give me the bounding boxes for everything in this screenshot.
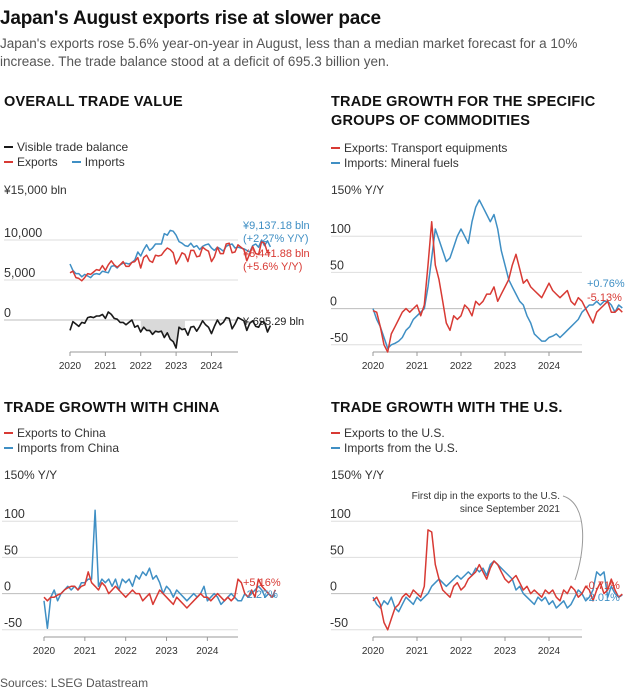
series-line-exports-transport-equipments	[372, 220, 623, 353]
legend-swatch-exports	[4, 160, 13, 163]
end-value-label: +0.76%	[587, 278, 625, 290]
y-tick-label: -50	[330, 331, 348, 345]
series-line-exports-to-the-u-s-	[372, 529, 623, 631]
series-line-exports-to-china	[43, 571, 277, 609]
y-tick-label: 0	[4, 306, 11, 320]
series-line-imports-from-china	[43, 509, 276, 630]
y-tick-label: 100	[330, 507, 351, 521]
x-tick-label: 2022	[115, 646, 138, 657]
legend-item-imports: Imports	[71, 155, 125, 170]
source-note: Sources: LSEG Datastream	[0, 676, 149, 690]
legend-swatch-imports	[71, 160, 81, 163]
overall-unit-label: ¥15,000 bln	[4, 183, 67, 197]
legend-swatch-balance	[4, 145, 13, 148]
y-tick-label: 0	[330, 295, 337, 309]
overall-legend: Visible trade balance Exports Imports	[4, 140, 142, 170]
end-value-label: -5.13%	[587, 292, 622, 304]
series-line-visible-trade-balance	[69, 311, 272, 349]
legend-swatch-imports-us	[331, 446, 340, 449]
end-value-label: -2.27%	[243, 589, 278, 601]
y-tick-label: 0	[4, 580, 11, 594]
end-value-label: ¥9,137.18 bln	[242, 220, 310, 232]
legend-item-transport: Exports: Transport equipments	[331, 141, 507, 156]
y-tick-label: 50	[4, 543, 18, 557]
y-tick-label: 0	[330, 580, 337, 594]
overall-trade-chart: 10,000 5,000 0 2020 2021 2022 2023 2024 ¥9,137.1…	[4, 220, 310, 372]
y-tick-label: -50	[330, 616, 348, 630]
x-tick-label: 2022	[450, 361, 473, 372]
x-tick-label: 2021	[94, 361, 117, 372]
commodities-panel-title: TRADE GROWTH FOR THE SPECIFIC GROUPS OF …	[331, 93, 595, 131]
china-growth-chart: 100 50 0 -50 2020 2021 2022 2023 2024 +5.16%-2.27…	[2, 507, 281, 657]
x-tick-label: 2024	[200, 361, 223, 372]
x-tick-label: 2021	[74, 646, 97, 657]
x-tick-label: 2020	[59, 361, 82, 372]
legend-swatch-exports-china	[4, 431, 13, 434]
x-tick-label: 2021	[406, 361, 429, 372]
x-tick-label: 2024	[196, 646, 219, 657]
x-tick-label: 2023	[155, 646, 178, 657]
legend-item-balance: Visible trade balance	[4, 140, 128, 155]
legend-swatch-transport	[331, 146, 340, 149]
annotation-text: First dip in the exports to the U.S.	[412, 491, 560, 502]
commodities-legend: Exports: Transport equipments Imports: M…	[331, 141, 521, 171]
y-tick-label: 5,000	[4, 266, 35, 280]
x-tick-label: 2022	[450, 646, 473, 657]
annotation-text: since September 2021	[460, 504, 561, 515]
legend-item-exports-china: Exports to China	[4, 426, 106, 441]
x-tick-label: 2020	[362, 646, 385, 657]
end-value-label: +5.16%	[243, 577, 281, 589]
x-tick-label: 2023	[494, 646, 517, 657]
us-unit-label: 150% Y/Y	[331, 468, 385, 482]
y-tick-label: 100	[4, 507, 25, 521]
y-tick-label: 50	[330, 543, 344, 557]
us-legend: Exports to the U.S. Imports from the U.S…	[331, 426, 472, 456]
page-title: Japan's August exports rise at slower pa…	[0, 8, 381, 29]
end-value-label: ¥8,441.88 bln	[242, 248, 310, 260]
page-subtitle: Japan's exports rose 5.6% year-on-year i…	[0, 36, 578, 69]
end-value-label: -2.01%	[585, 592, 620, 604]
y-tick-label: 10,000	[4, 226, 42, 240]
legend-item-fuels: Imports: Mineral fuels	[331, 156, 459, 171]
end-value-label: -0.71%	[585, 580, 620, 592]
x-tick-label: 2020	[33, 646, 56, 657]
end-value-label: (+5.6% Y/Y)	[243, 261, 302, 273]
legend-item-exports: Exports	[4, 155, 58, 170]
china-panel-title: TRADE GROWTH WITH CHINA	[4, 400, 220, 416]
legend-item-imports-us: Imports from the U.S.	[331, 441, 458, 456]
commodities-growth-chart: 100 50 0 -50 2020 2021 2022 2023 2024 +0.76% -5.13…	[330, 199, 625, 372]
china-legend: Exports to China Imports from China	[4, 426, 133, 456]
y-tick-label: -50	[4, 616, 22, 630]
y-tick-label: 50	[330, 258, 344, 272]
commodities-title-line-1: TRADE GROWTH FOR THE SPECIFIC	[331, 94, 596, 110]
y-tick-label: 100	[330, 222, 351, 236]
x-tick-label: 2023	[494, 361, 517, 372]
legend-swatch-exports-us	[331, 431, 340, 434]
annotation-connector	[562, 495, 584, 581]
x-tick-label: 2021	[406, 646, 429, 657]
legend-swatch-imports-china	[4, 446, 13, 449]
end-value-label: (+2.27% Y/Y)	[243, 233, 309, 245]
series-line-exports	[69, 240, 271, 282]
us-growth-chart: 100 50 0 -50 2020 2021 2022 2023 2024 -0.71%-2.01…	[330, 491, 623, 657]
end-value-label: ¥-695.29 bln	[242, 316, 304, 328]
x-tick-label: 2024	[538, 646, 561, 657]
legend-item-exports-us: Exports to the U.S.	[331, 426, 445, 441]
series-line-imports-mineral-fuels	[372, 199, 623, 350]
commodities-unit-label: 150% Y/Y	[331, 183, 385, 197]
overall-panel-title: OVERALL TRADE VALUE	[4, 94, 183, 110]
x-tick-label: 2020	[362, 361, 385, 372]
legend-swatch-fuels	[331, 161, 340, 164]
legend-item-imports-china: Imports from China	[4, 441, 119, 456]
x-tick-label: 2024	[538, 361, 561, 372]
us-panel-title: TRADE GROWTH WITH THE U.S.	[331, 400, 563, 416]
china-unit-label: 150% Y/Y	[4, 468, 58, 482]
commodities-title-line-2: GROUPS OF COMMODITIES	[331, 113, 531, 129]
x-tick-label: 2022	[130, 361, 153, 372]
x-tick-label: 2023	[165, 361, 188, 372]
